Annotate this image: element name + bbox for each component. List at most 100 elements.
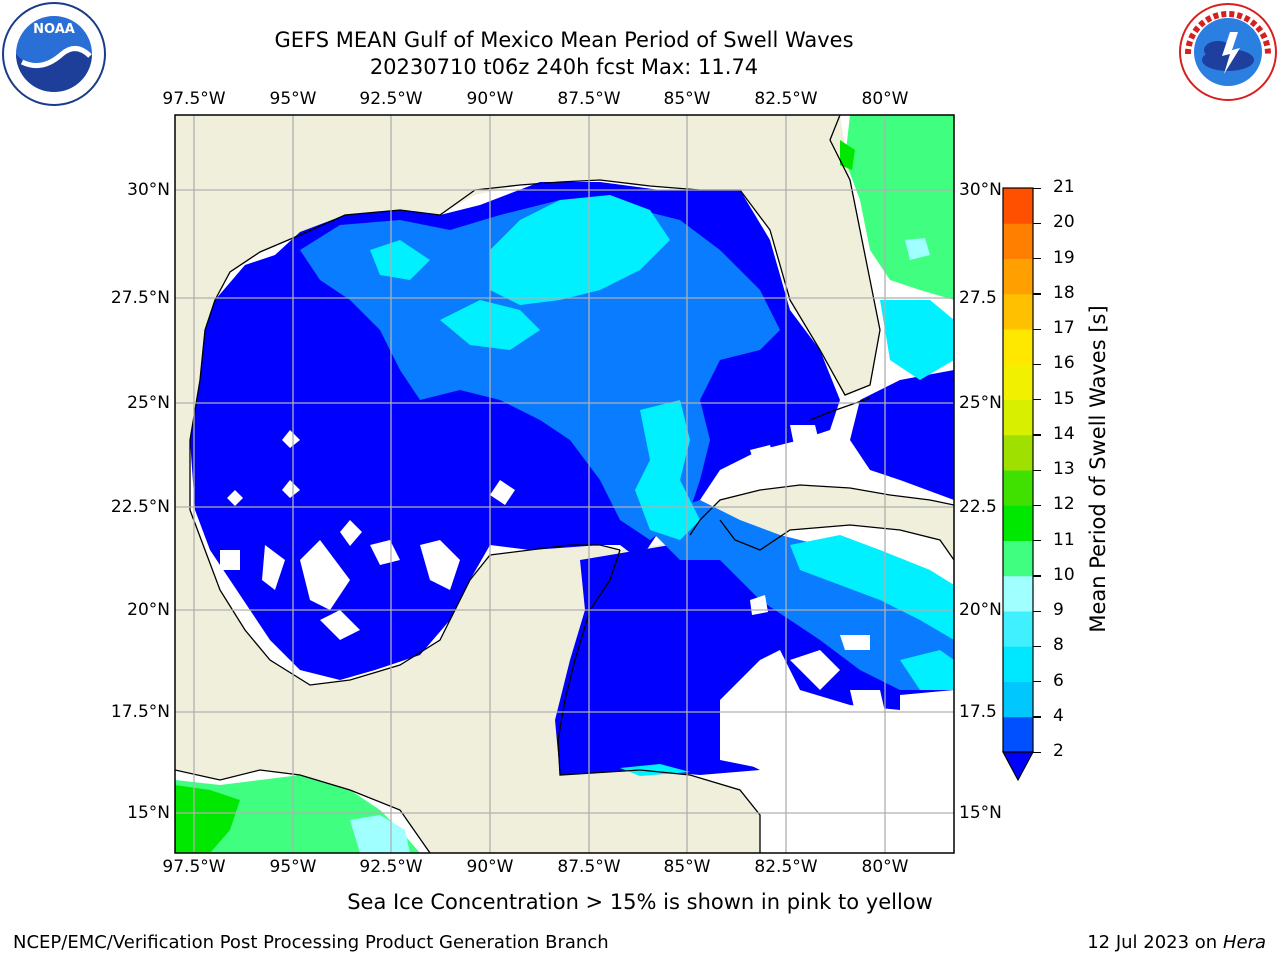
colorbar-segment <box>1003 434 1033 471</box>
lon-label-bottom: 95°W <box>269 857 317 877</box>
noaa-logo: NOAA <box>2 2 106 106</box>
lon-label-top: 85°W <box>663 89 711 109</box>
lon-label-top: 87.5°W <box>557 89 621 109</box>
lat-label-left: 25°N <box>127 393 170 413</box>
lon-label-bottom: 97.5°W <box>162 857 226 877</box>
colorbar-tick-mark <box>1033 716 1041 718</box>
colorbar-tick-mark <box>1033 751 1041 753</box>
colorbar-segment <box>1003 540 1033 577</box>
colorbar-tick-label: 9 <box>1053 600 1064 620</box>
footer-credit: NCEP/EMC/Verification Post Processing Pr… <box>13 932 609 953</box>
colorbar-tick-label: 15 <box>1053 388 1075 409</box>
lat-label-right: 20°N <box>959 600 1002 620</box>
colorbar-tick-label: 4 <box>1053 705 1064 726</box>
lon-label-top: 80°W <box>861 89 909 109</box>
colorbar-tick-label: 10 <box>1053 564 1075 585</box>
graticule <box>175 115 954 853</box>
colorbar <box>1001 187 1035 782</box>
colorbar-tick-mark <box>1033 258 1041 260</box>
colorbar-tick-mark <box>1033 399 1041 401</box>
lon-label-top: 92.5°W <box>359 89 423 109</box>
lat-label-left: 27.5°N <box>110 288 170 308</box>
noaa-logo-text: NOAA <box>33 22 75 37</box>
colorbar-tick-mark <box>1033 293 1041 295</box>
colorbar-segment <box>1003 646 1033 682</box>
footer-date-text: 12 Jul 2023 on <box>1087 932 1223 953</box>
sea-ice-note: Sea Ice Concentration > 15% is shown in … <box>347 890 933 914</box>
colorbar-tick-mark <box>1033 610 1041 612</box>
colorbar-label: Mean Period of Swell Waves [s] <box>1086 305 1110 633</box>
colorbar-tick-label: 6 <box>1053 670 1064 691</box>
swell-field-8s <box>350 238 930 853</box>
lat-label-right: 25°N <box>959 393 1002 413</box>
colorbar-segment <box>1003 470 1033 506</box>
colorbar-tick-label: 21 <box>1053 177 1075 197</box>
colorbar-segment <box>1003 223 1033 259</box>
lat-label-right: 17.5 <box>959 702 997 722</box>
colorbar-segment <box>1003 329 1033 365</box>
colorbar-tick-mark <box>1033 681 1041 683</box>
colorbar-tick-label: 16 <box>1053 353 1075 374</box>
colorbar-tick-label: 13 <box>1053 459 1075 479</box>
colorbar-tick-mark <box>1033 504 1041 507</box>
colorbar-tick-mark <box>1033 328 1041 330</box>
coastlines <box>175 115 954 853</box>
colorbar-tick-mark <box>1033 434 1041 436</box>
colorbar-tick-label: 20 <box>1053 212 1075 233</box>
chart-subtitle: 20230710 t06z 240h fcst Max: 11.74 <box>369 55 759 79</box>
lat-label-right: 15°N <box>959 803 1002 823</box>
nodata-patches <box>220 425 954 853</box>
footer-date: 12 Jul 2023 on Hera <box>1087 932 1266 953</box>
lat-label-right: 27.5 <box>959 288 997 308</box>
map-frame <box>174 114 955 854</box>
colorbar-tick-mark <box>1033 575 1041 577</box>
colorbar-extend-arrow <box>1001 751 1035 782</box>
colorbar-segment <box>1003 611 1033 647</box>
colorbar-segment <box>1003 293 1033 330</box>
nws-logo <box>1178 2 1278 102</box>
lon-label-bottom: 87.5°W <box>557 857 621 877</box>
lon-label-bottom: 80°W <box>861 857 909 877</box>
lat-label-left: 30°N <box>127 180 170 200</box>
lon-label-bottom: 92.5°W <box>359 857 423 877</box>
colorbar-segment <box>1003 258 1033 295</box>
colorbar-tick-label: 2 <box>1053 741 1064 761</box>
colorbar-tick-mark <box>1033 222 1041 225</box>
lat-label-left: 17.5°N <box>110 702 170 722</box>
colorbar-tick-label: 11 <box>1053 529 1075 550</box>
colorbar-tick-label: 12 <box>1053 494 1075 515</box>
lon-label-bottom: 82.5°W <box>754 857 818 877</box>
lon-label-top: 90°W <box>466 89 514 109</box>
lon-label-bottom: 90°W <box>466 857 514 877</box>
colorbar-tick-mark <box>1033 645 1041 648</box>
colorbar-segment <box>1003 399 1033 436</box>
footer-host: Hera <box>1222 932 1266 953</box>
lon-label-top: 82.5°W <box>754 89 818 109</box>
lat-label-left: 15°N <box>127 803 170 823</box>
lat-label-left: 22.5°N <box>110 497 170 517</box>
colorbar-tick-label: 8 <box>1053 635 1064 656</box>
colorbar-tick-mark <box>1033 187 1041 189</box>
lat-label-right: 22.5 <box>959 497 997 517</box>
colorbar-segment <box>1003 716 1033 753</box>
chart-title: GEFS MEAN Gulf of Mexico Mean Period of … <box>274 28 854 52</box>
colorbar-tick-mark <box>1033 363 1041 366</box>
colorbar-tick-mark <box>1033 469 1041 471</box>
colorbar-segment <box>1003 364 1033 400</box>
lon-label-top: 95°W <box>269 89 317 109</box>
lat-label-right: 30°N <box>959 180 1002 200</box>
colorbar-tick-label: 17 <box>1053 318 1075 338</box>
lon-label-bottom: 85°W <box>663 857 711 877</box>
colorbar-tick-label: 19 <box>1053 247 1075 268</box>
colorbar-segment <box>1003 188 1033 224</box>
colorbar-tick-label: 18 <box>1053 282 1075 303</box>
lon-label-top: 97.5°W <box>162 89 226 109</box>
swell-field-11s <box>175 140 855 853</box>
colorbar-segment <box>1003 505 1033 541</box>
lat-label-left: 20°N <box>127 600 170 620</box>
swell-field-6s <box>370 195 954 776</box>
colorbar-tick-label: 14 <box>1053 423 1075 444</box>
colorbar-segment <box>1003 681 1033 718</box>
colorbar-segment <box>1003 575 1033 612</box>
